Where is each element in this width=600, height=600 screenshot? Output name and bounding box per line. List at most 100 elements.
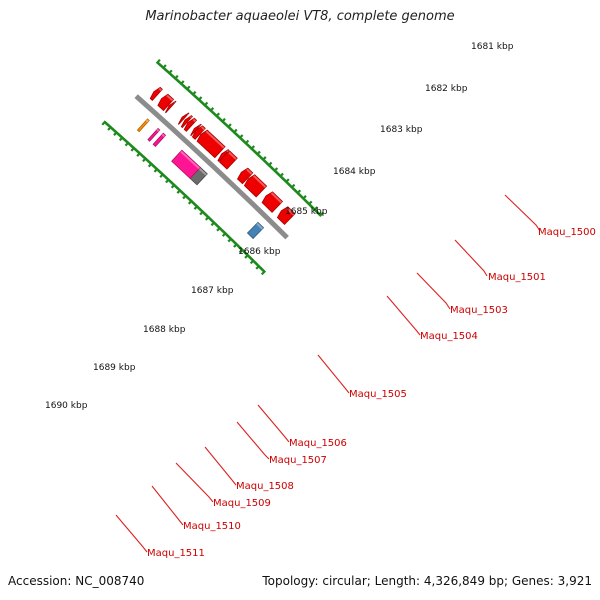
minor-tick bbox=[180, 190, 185, 195]
minor-tick bbox=[220, 228, 224, 233]
gene-label[interactable]: Maqu_1510 bbox=[183, 521, 241, 532]
minor-tick bbox=[140, 153, 144, 158]
genome-summary-text: Topology: circular; Length: 4,326,849 bp… bbox=[262, 574, 592, 588]
minor-tick bbox=[187, 197, 191, 201]
gene-highlight bbox=[200, 126, 205, 131]
kbp-label: 1688 kbp bbox=[143, 325, 186, 335]
minor-tick bbox=[204, 213, 208, 217]
gene-label[interactable]: Maqu_1508 bbox=[236, 481, 294, 492]
minor-tick bbox=[298, 193, 302, 198]
gene-label[interactable]: Maqu_1509 bbox=[213, 498, 271, 509]
gene-feature bbox=[243, 174, 268, 198]
minor-tick bbox=[222, 230, 227, 235]
minor-tick bbox=[148, 160, 152, 165]
major-tick bbox=[170, 183, 176, 189]
leader-line bbox=[317, 354, 350, 394]
gene-highlight bbox=[205, 130, 225, 149]
minor-tick bbox=[163, 68, 168, 72]
gene-feature bbox=[171, 149, 201, 179]
minor-tick bbox=[171, 74, 175, 79]
minor-tick bbox=[201, 102, 206, 106]
minor-tick bbox=[241, 248, 246, 253]
minor-tick bbox=[303, 198, 308, 203]
minor-tick bbox=[142, 155, 147, 160]
minor-tick bbox=[276, 172, 281, 176]
minor-tick bbox=[232, 240, 237, 245]
major-tick bbox=[307, 200, 313, 206]
kbp-label: 1690 kbp bbox=[45, 401, 88, 411]
kbp-label: 1687 kbp bbox=[191, 286, 234, 296]
minor-tick bbox=[135, 149, 140, 154]
genome-backbone bbox=[134, 94, 289, 240]
minor-tick bbox=[264, 161, 269, 165]
minor-tick bbox=[105, 122, 109, 126]
minor-tick bbox=[243, 251, 248, 255]
minor-tick bbox=[186, 88, 191, 93]
gene-label[interactable]: Maqu_1500 bbox=[538, 227, 596, 238]
major-tick bbox=[185, 85, 191, 91]
minor-tick bbox=[263, 159, 268, 164]
major-tick bbox=[238, 134, 244, 140]
minor-tick bbox=[241, 139, 246, 143]
gene-feature bbox=[191, 125, 206, 140]
minor-tick bbox=[254, 262, 259, 266]
minor-tick bbox=[160, 64, 165, 69]
gene-feature bbox=[136, 118, 150, 133]
minor-tick bbox=[302, 197, 307, 202]
minor-tick bbox=[277, 173, 282, 177]
gene-label[interactable]: Maqu_1506 bbox=[289, 438, 347, 449]
major-tick bbox=[255, 264, 261, 270]
minor-tick bbox=[136, 150, 141, 155]
minor-tick bbox=[107, 124, 112, 129]
major-tick bbox=[159, 172, 165, 178]
minor-tick bbox=[145, 158, 150, 163]
minor-tick bbox=[247, 144, 252, 149]
minor-tick bbox=[122, 137, 127, 142]
major-tick bbox=[249, 259, 255, 265]
minor-tick bbox=[168, 179, 173, 184]
minor-tick bbox=[190, 91, 194, 96]
minor-tick bbox=[254, 151, 259, 155]
minor-tick bbox=[158, 170, 163, 175]
minor-tick bbox=[212, 111, 217, 116]
gene-label[interactable]: Maqu_1504 bbox=[420, 331, 478, 342]
minor-tick bbox=[231, 129, 235, 134]
gene-highlight bbox=[156, 128, 160, 132]
minor-tick bbox=[165, 69, 169, 73]
minor-tick bbox=[194, 95, 199, 100]
gene-highlight bbox=[228, 151, 237, 160]
minor-tick bbox=[147, 159, 151, 164]
major-tick bbox=[142, 156, 148, 163]
minor-tick bbox=[178, 80, 182, 85]
minor-tick bbox=[190, 200, 195, 205]
major-tick bbox=[204, 215, 211, 221]
gene-highlight bbox=[226, 149, 229, 153]
leader-line bbox=[115, 514, 148, 553]
minor-tick bbox=[157, 62, 162, 67]
minor-tick bbox=[249, 256, 253, 261]
minor-tick bbox=[213, 113, 218, 117]
gene-highlight bbox=[270, 192, 283, 204]
major-tick bbox=[249, 145, 256, 151]
major-tick bbox=[199, 210, 205, 216]
minor-tick bbox=[244, 252, 249, 257]
gene-label[interactable]: Maqu_1505 bbox=[349, 389, 407, 400]
gene-feature bbox=[237, 167, 254, 185]
major-tick bbox=[193, 204, 199, 210]
major-tick bbox=[233, 242, 239, 248]
gene-label[interactable]: Maqu_1501 bbox=[488, 272, 546, 283]
gene-label[interactable]: Maqu_1511 bbox=[147, 548, 205, 559]
minor-tick bbox=[218, 117, 223, 122]
minor-tick bbox=[219, 118, 224, 123]
minor-tick bbox=[104, 121, 108, 125]
minor-tick bbox=[197, 206, 202, 211]
major-tick bbox=[113, 130, 119, 136]
minor-tick bbox=[253, 150, 257, 154]
minor-tick bbox=[265, 162, 270, 166]
gene-label[interactable]: Maqu_1507 bbox=[269, 455, 327, 466]
gene-label[interactable]: Maqu_1503 bbox=[450, 305, 508, 316]
minor-tick bbox=[207, 107, 212, 112]
minor-tick bbox=[242, 250, 247, 254]
minor-tick bbox=[224, 122, 228, 127]
kbp-label: 1682 kbp bbox=[425, 84, 468, 94]
